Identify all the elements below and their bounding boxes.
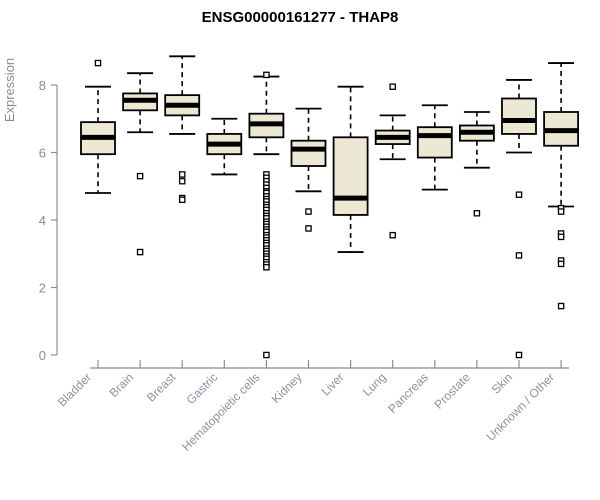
box-iqr xyxy=(332,136,369,216)
x-axis-tick-label: Hematopoietic cells xyxy=(179,370,262,453)
y-axis-tick-label: 0 xyxy=(39,348,46,363)
box-iqr xyxy=(290,139,327,167)
outlier-point xyxy=(263,263,270,271)
outlier-point xyxy=(557,233,565,241)
boxplot-group xyxy=(458,111,495,217)
outlier-point xyxy=(389,231,396,239)
y-axis-tick-label: 6 xyxy=(39,146,46,161)
x-axis-tick-label: Gastric xyxy=(184,370,221,407)
outlier-point xyxy=(94,59,102,67)
boxplot-group xyxy=(416,104,453,191)
boxplot-group xyxy=(122,72,158,256)
box-iqr xyxy=(501,97,537,135)
boxplot-group xyxy=(80,59,116,194)
x-axis-tick-label: Pancreas xyxy=(385,370,431,416)
x-axis-tick-label: Kidney xyxy=(269,370,305,406)
outlier-point xyxy=(136,248,144,256)
x-axis-tick-label: Skin xyxy=(489,370,515,396)
boxplot-group xyxy=(206,117,243,176)
boxplot-group xyxy=(501,79,537,359)
outlier-point xyxy=(515,351,523,359)
outlier-point xyxy=(473,209,481,217)
y-axis-tick-label: 8 xyxy=(39,78,46,93)
outlier-point xyxy=(305,208,312,215)
outlier-point xyxy=(263,71,270,79)
outlier-point xyxy=(178,177,186,185)
x-axis-tick-label: Breast xyxy=(144,370,179,405)
outlier-point xyxy=(178,196,186,203)
box-iqr xyxy=(416,126,453,159)
outlier-point xyxy=(263,351,270,359)
outlier-point xyxy=(515,191,523,198)
boxplot-group xyxy=(332,85,369,253)
outlier-point xyxy=(557,260,565,268)
y-axis-tick-label: 2 xyxy=(39,281,46,296)
boxplot-group xyxy=(374,83,411,239)
x-axis-tick-label: Brain xyxy=(107,370,137,400)
outlier-point xyxy=(305,225,312,232)
outlier-point xyxy=(178,171,186,178)
boxplot-group xyxy=(290,107,327,232)
x-axis-tick-label: Liver xyxy=(318,370,346,398)
outlier-point xyxy=(136,172,144,180)
x-axis-tick-label: Prostate xyxy=(432,370,474,412)
boxplot-group xyxy=(248,71,285,359)
outlier-point xyxy=(389,83,396,90)
page-title: ENSG00000161277 - THAP8 xyxy=(201,9,399,26)
x-axis-tick-label: Lung xyxy=(360,370,389,399)
outlier-point xyxy=(515,252,523,259)
boxplot-group xyxy=(543,62,579,310)
outlier-point xyxy=(557,302,565,310)
boxplot-group xyxy=(164,55,201,203)
y-axis-tick-label: 4 xyxy=(39,213,46,228)
outlier-point xyxy=(557,208,565,215)
x-axis-tick-label: Bladder xyxy=(55,370,94,409)
